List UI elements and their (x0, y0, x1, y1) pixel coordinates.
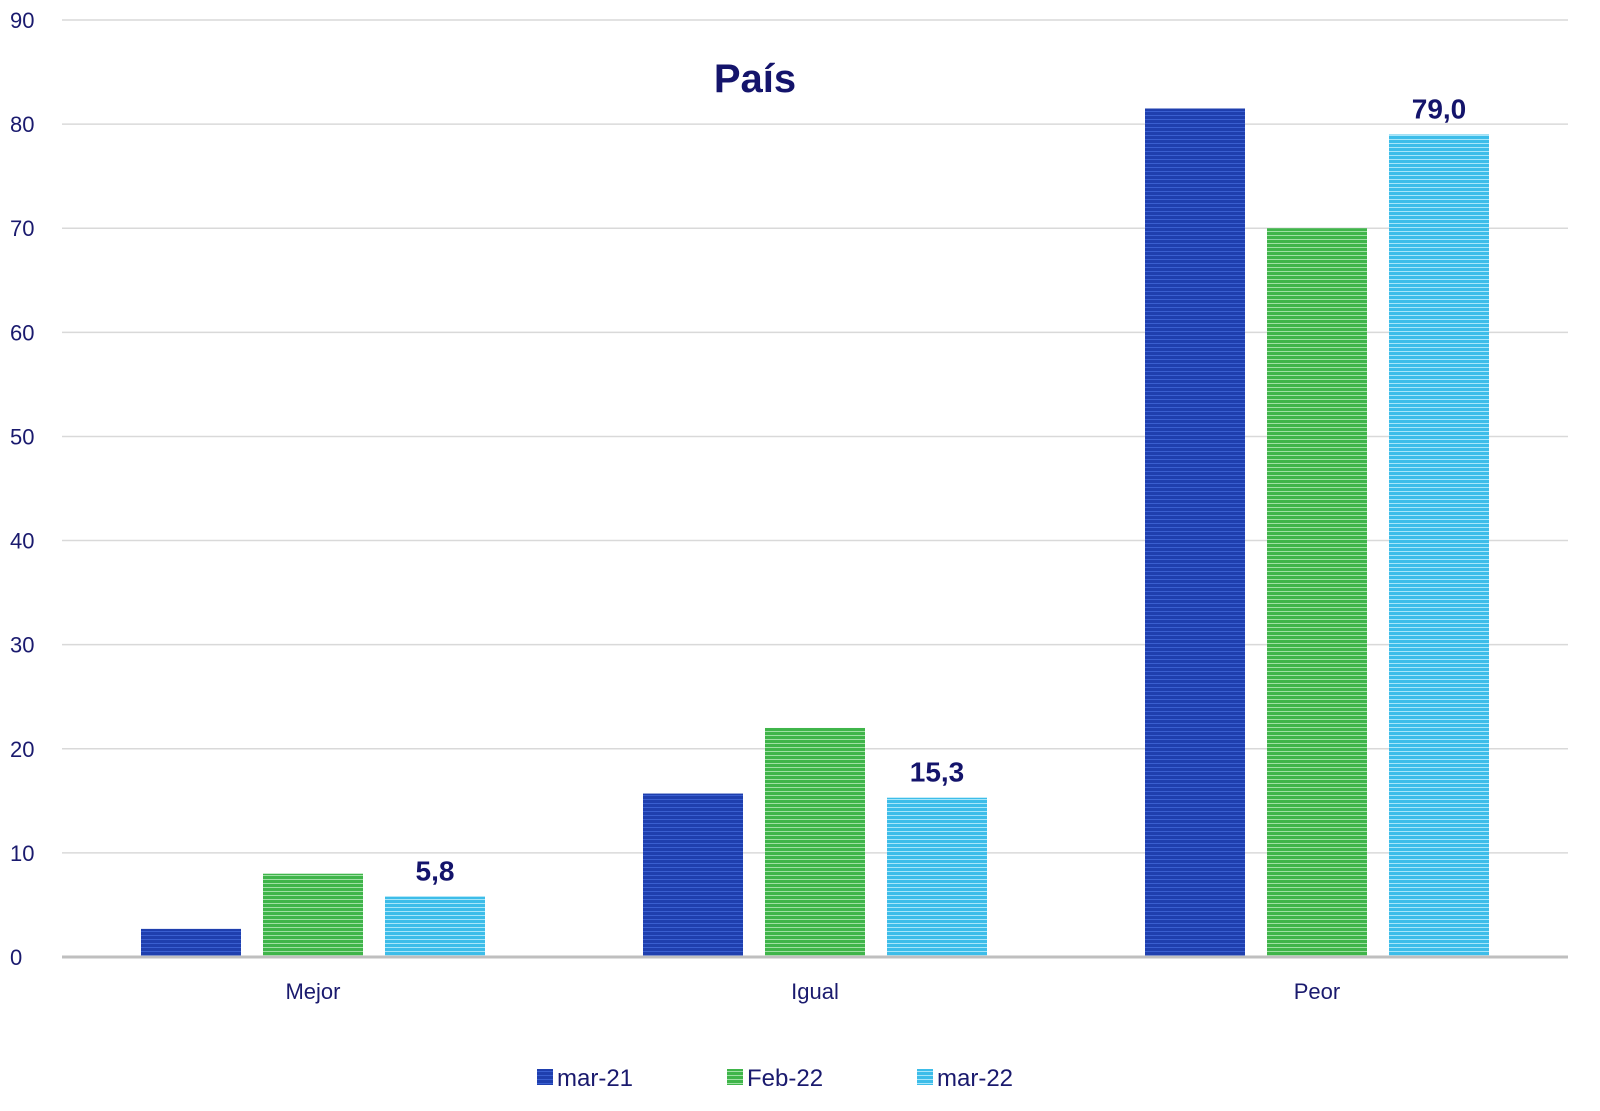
x-axis: Mejor Igual Peor (62, 955, 1568, 1004)
data-label: 15,3 (910, 757, 965, 788)
x-category-label: Mejor (285, 979, 340, 1004)
bar-mar-22-Peor (1389, 134, 1489, 957)
bar-mar-21-Peor (1145, 108, 1245, 957)
y-tick-label: 80 (10, 112, 34, 137)
legend-swatch (917, 1069, 933, 1085)
y-tick-label: 50 (10, 424, 34, 449)
legend-swatch (727, 1069, 743, 1085)
chart-title: País (714, 57, 796, 101)
y-tick-label: 20 (10, 737, 34, 762)
legend-swatch (537, 1069, 553, 1085)
y-axis-tick-labels: 0 10 20 30 40 50 60 70 80 90 (10, 8, 34, 970)
data-labels: 5,8 15,3 79,0 (416, 94, 1467, 887)
y-tick-label: 70 (10, 216, 34, 241)
y-tick-label: 90 (10, 8, 34, 33)
legend: mar-21 Feb-22 mar-22 (537, 1065, 1013, 1092)
y-tick-label: 10 (10, 841, 34, 866)
bar-mar-21-Igual (643, 793, 743, 957)
bar-mar-22-Mejor (385, 896, 485, 957)
legend-label: Feb-22 (747, 1065, 823, 1092)
y-tick-label: 30 (10, 633, 34, 658)
x-category-label: Igual (791, 979, 839, 1004)
y-tick-label: 40 (10, 529, 34, 554)
bars (141, 108, 1489, 957)
data-label: 5,8 (416, 856, 455, 887)
bar-mar-22-Igual (887, 797, 987, 957)
data-label: 79,0 (1412, 94, 1467, 125)
bar-Feb-22-Peor (1267, 228, 1367, 957)
legend-label: mar-22 (937, 1065, 1013, 1092)
legend-label: mar-21 (557, 1065, 633, 1092)
gridlines (62, 19, 1568, 854)
y-tick-label: 0 (10, 945, 22, 970)
y-tick-label: 60 (10, 320, 34, 345)
bar-Feb-22-Igual (765, 727, 865, 957)
bar-Feb-22-Mejor (263, 873, 363, 957)
x-category-label: Peor (1294, 979, 1340, 1004)
bar-mar-21-Mejor (141, 928, 241, 957)
